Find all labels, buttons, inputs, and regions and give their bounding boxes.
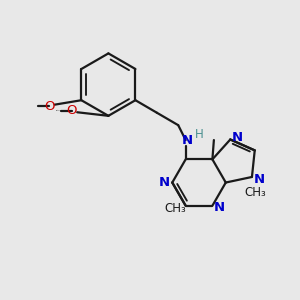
Text: CH₃: CH₃ — [244, 186, 266, 199]
Text: O: O — [44, 100, 55, 113]
Text: CH₃: CH₃ — [164, 202, 186, 214]
Text: N: N — [214, 201, 225, 214]
Text: N: N — [182, 134, 193, 146]
Text: N: N — [254, 173, 265, 186]
Text: O: O — [67, 104, 77, 117]
Text: methoxy: methoxy — [56, 110, 62, 111]
Text: H: H — [195, 128, 204, 142]
Text: N: N — [159, 176, 170, 189]
Text: N: N — [232, 130, 243, 144]
